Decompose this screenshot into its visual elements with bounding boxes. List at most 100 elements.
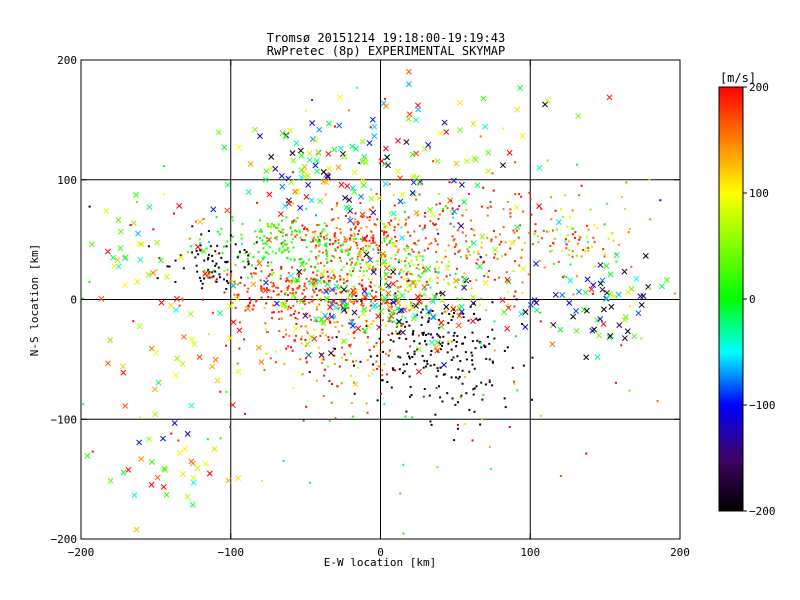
- data-point: [405, 410, 408, 413]
- data-point: [304, 268, 307, 271]
- data-point: [383, 231, 386, 234]
- data-point: [218, 233, 221, 236]
- data-point: [336, 320, 339, 323]
- data-point: [206, 438, 209, 441]
- data-point: [250, 272, 253, 275]
- data-point-x: [115, 217, 122, 224]
- data-point: [361, 216, 364, 219]
- data-point: [295, 220, 298, 223]
- data-point: [281, 231, 284, 234]
- data-point: [315, 379, 318, 382]
- data-point: [498, 243, 501, 246]
- data-point-x: [376, 195, 383, 202]
- data-point: [318, 240, 321, 243]
- data-point: [337, 239, 340, 242]
- data-point: [163, 193, 166, 196]
- data-point-x: [319, 271, 325, 277]
- data-point: [540, 237, 543, 240]
- data-point: [385, 243, 388, 246]
- data-point: [346, 358, 349, 361]
- data-point: [471, 354, 474, 357]
- y-tick-label: 100: [57, 174, 77, 187]
- data-point: [316, 294, 319, 297]
- data-point: [426, 362, 429, 365]
- data-point: [348, 252, 351, 255]
- data-point: [365, 249, 368, 252]
- data-point: [466, 248, 469, 251]
- data-point: [295, 334, 298, 337]
- data-point: [406, 247, 409, 250]
- data-point-x: [409, 304, 416, 311]
- data-point: [342, 282, 345, 285]
- data-point: [323, 268, 326, 271]
- data-point: [401, 323, 404, 326]
- data-point: [434, 270, 437, 273]
- data-point: [403, 278, 406, 281]
- data-point: [359, 250, 362, 253]
- data-point-x: [327, 304, 334, 311]
- data-point: [400, 276, 403, 279]
- data-point-x: [406, 68, 412, 75]
- data-point: [249, 299, 252, 302]
- data-point-x: [174, 355, 181, 362]
- data-point: [648, 179, 651, 182]
- data-point: [414, 286, 417, 289]
- data-point-x: [325, 151, 332, 157]
- data-point: [347, 332, 350, 335]
- data-point: [260, 285, 263, 288]
- data-point: [402, 532, 405, 535]
- data-point: [356, 220, 359, 223]
- data-point: [66, 155, 68, 157]
- data-point: [386, 280, 389, 283]
- data-point: [553, 237, 556, 240]
- data-point: [464, 336, 467, 339]
- data-point: [380, 342, 383, 345]
- data-point: [586, 241, 589, 244]
- data-point-x: [399, 292, 406, 299]
- data-point-x: [527, 301, 534, 308]
- data-point: [545, 230, 548, 233]
- data-point: [274, 350, 277, 353]
- data-point: [236, 362, 239, 365]
- data-point: [332, 218, 335, 221]
- data-point-x: [485, 149, 492, 156]
- data-point: [385, 231, 388, 234]
- data-point: [428, 317, 431, 320]
- data-point-x: [536, 203, 543, 210]
- data-point: [289, 227, 292, 230]
- data-point: [387, 334, 390, 337]
- data-point: [361, 238, 364, 241]
- data-point-x: [566, 299, 573, 306]
- data-point: [528, 232, 531, 235]
- data-point: [325, 237, 328, 240]
- data-point: [129, 224, 132, 227]
- x-tick-label: 0: [377, 546, 384, 559]
- data-point: [421, 259, 424, 262]
- data-point: [472, 393, 475, 396]
- data-point: [522, 364, 525, 367]
- data-point: [390, 237, 393, 240]
- data-point-x: [482, 279, 489, 286]
- data-point-x: [485, 168, 492, 175]
- data-point: [334, 326, 337, 329]
- data-point: [247, 287, 250, 290]
- data-point: [475, 317, 478, 320]
- data-point: [521, 281, 524, 284]
- data-point: [388, 320, 391, 323]
- data-point: [413, 230, 416, 233]
- data-point: [298, 229, 301, 232]
- data-point: [340, 303, 343, 306]
- data-point: [505, 271, 508, 274]
- data-point: [285, 328, 288, 331]
- data-point: [305, 405, 308, 408]
- data-point: [397, 223, 400, 226]
- data-point: [407, 279, 410, 282]
- data-point: [590, 245, 593, 248]
- data-point: [243, 284, 246, 287]
- data-point: [486, 236, 489, 239]
- data-point: [327, 365, 330, 368]
- data-point: [458, 205, 461, 208]
- data-point: [283, 306, 286, 309]
- data-point-x: [381, 258, 388, 265]
- data-point-x: [470, 300, 477, 307]
